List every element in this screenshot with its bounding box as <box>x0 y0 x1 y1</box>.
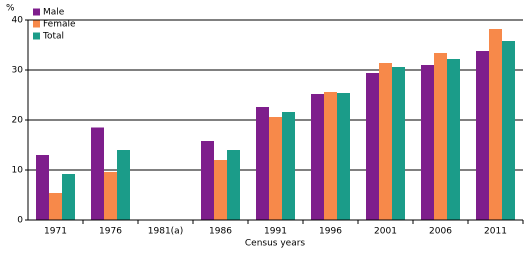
bar <box>434 53 447 220</box>
x-tick-label: 2001 <box>374 227 397 237</box>
bar <box>104 172 117 220</box>
bar <box>421 65 434 220</box>
legend-label: Female <box>43 20 76 30</box>
bar <box>502 41 515 220</box>
bar <box>256 107 269 220</box>
x-tick-label: 1971 <box>44 227 67 237</box>
x-tick-label: 1986 <box>209 227 232 237</box>
x-tick-label: 1981(a) <box>148 227 183 237</box>
legend-label: Male <box>43 8 65 18</box>
bar <box>49 193 62 220</box>
bar <box>392 67 405 220</box>
bar <box>489 29 502 220</box>
x-tick-label: 2011 <box>484 227 507 237</box>
bar <box>447 59 460 220</box>
bar <box>282 112 295 220</box>
y-tick-label: 20 <box>12 116 24 126</box>
y-tick-label: 30 <box>12 66 24 76</box>
bar <box>62 174 75 220</box>
bar <box>201 141 214 220</box>
legend-swatch <box>33 8 40 16</box>
bar <box>337 93 350 220</box>
y-tick-label: 0 <box>17 216 23 226</box>
legend-swatch <box>33 20 40 28</box>
x-tick-label: 1991 <box>264 227 287 237</box>
bar <box>117 150 130 220</box>
bar <box>476 51 489 220</box>
bar <box>311 94 324 220</box>
y-tick-label: 10 <box>12 166 24 176</box>
bar <box>227 150 240 220</box>
bar <box>214 160 227 220</box>
legend-label: Total <box>42 32 64 42</box>
bar <box>91 127 104 220</box>
x-axis-label: Census years <box>245 239 306 249</box>
bar <box>36 155 49 220</box>
x-tick-label: 2006 <box>429 227 452 237</box>
bar <box>379 63 392 220</box>
x-tick-label: 1996 <box>319 227 342 237</box>
bar <box>324 92 337 220</box>
bar <box>269 117 282 220</box>
y-tick-label: 40 <box>12 16 24 26</box>
legend-swatch <box>33 32 40 40</box>
y-axis-label: % <box>6 4 15 14</box>
bar <box>366 73 379 220</box>
x-tick-label: 1976 <box>99 227 122 237</box>
